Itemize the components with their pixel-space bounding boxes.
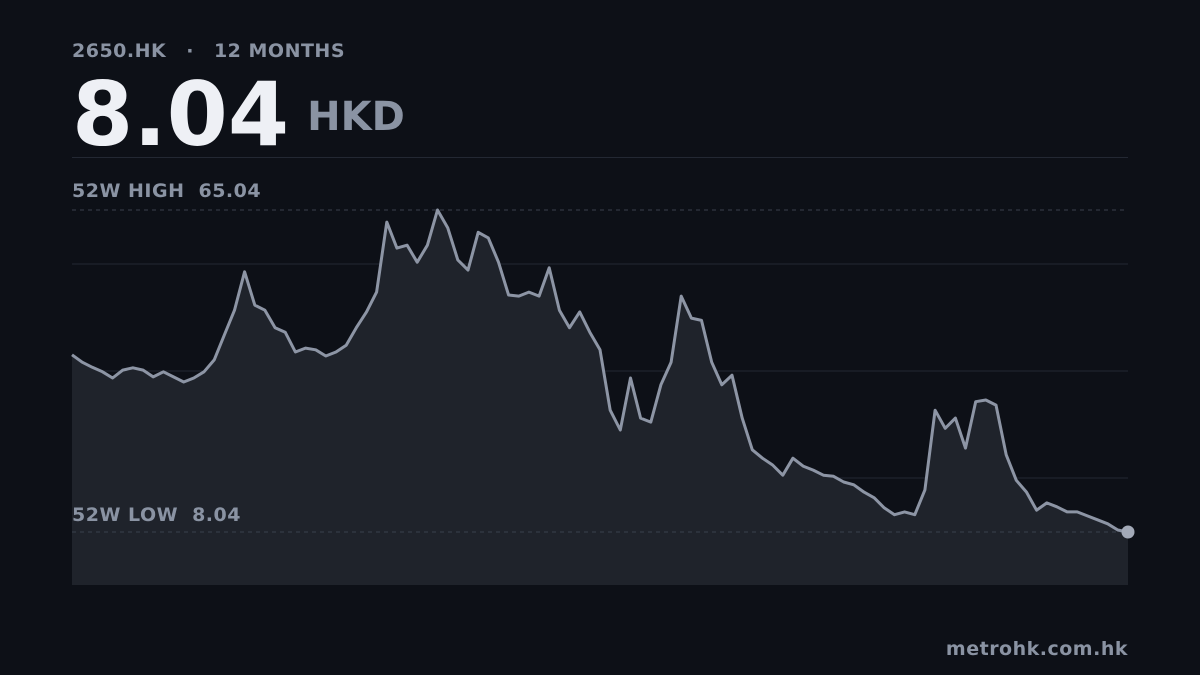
price-line	[71, 208, 1129, 534]
low-value: 8.04	[192, 504, 241, 526]
currency: HKD	[307, 94, 405, 140]
low-name: 52W LOW	[72, 504, 178, 526]
separator: ·	[186, 40, 194, 62]
low-label: 52W LOW 8.04	[72, 504, 241, 526]
high-label: 52W HIGH 65.04	[72, 180, 261, 202]
price-value: 8.04	[72, 63, 289, 166]
plot: 52W HIGH 65.04 52W LOW 8.04	[71, 180, 1135, 585]
price: 8.04 HKD	[72, 63, 405, 166]
source: metrohk.com.hk	[946, 638, 1128, 660]
area	[72, 210, 1128, 585]
last-point	[1121, 525, 1135, 539]
period: 12 MONTHS	[214, 40, 345, 62]
ticker: 2650.HK	[72, 40, 167, 62]
header: 2650.HK · 12 MONTHS	[72, 40, 345, 62]
high-name: 52W HIGH	[72, 180, 184, 202]
high-value: 65.04	[198, 180, 261, 202]
